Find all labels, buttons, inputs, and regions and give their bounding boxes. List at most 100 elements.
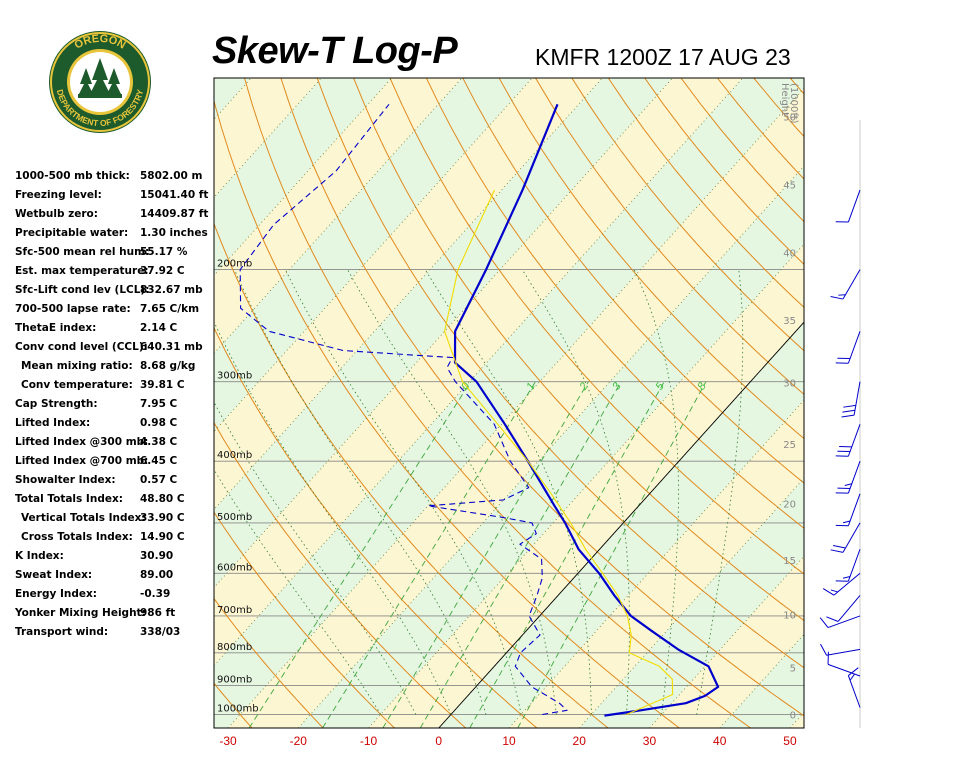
index-value: 37.92 C xyxy=(140,265,185,277)
index-row: Precipitable water: 1.30 inches xyxy=(15,225,210,244)
index-label: Energy Index: xyxy=(15,588,97,600)
isotherm-line xyxy=(0,78,40,728)
index-label: Lifted Index @300 mb: xyxy=(15,436,149,448)
index-label: Freezing level: xyxy=(15,189,102,201)
height-label: 5 xyxy=(790,663,796,674)
index-row: Conv temperature: 39.81 C xyxy=(15,377,210,396)
isotherm-band xyxy=(0,78,181,728)
index-value: 4.38 C xyxy=(140,436,178,448)
index-row: Wetbulb zero: 14409.87 ft xyxy=(15,206,210,225)
index-value: 39.81 C xyxy=(140,379,185,391)
height-label: 50 xyxy=(783,113,796,124)
wind-barb xyxy=(819,615,861,629)
index-label: Conv temperature: xyxy=(21,379,133,391)
isotherm-band xyxy=(0,78,111,728)
index-label: 1000-500 mb thick: xyxy=(15,170,130,182)
index-label: Conv cond level (CCL): xyxy=(15,341,148,353)
temperature-tick-label: -10 xyxy=(360,734,378,748)
isotherm-line xyxy=(214,78,673,589)
isotherm-band xyxy=(719,634,804,728)
index-label: Est. max temperature: xyxy=(15,265,149,277)
dry-adiabat xyxy=(214,511,395,728)
pressure-label: 400mb xyxy=(217,450,252,461)
index-row: Sweat Index: 89.00 xyxy=(15,567,210,586)
index-value: 5802.00 m xyxy=(140,170,203,182)
freezing-isotherm xyxy=(438,321,804,728)
index-label: 700-500 lapse rate: xyxy=(15,303,131,315)
station-time-label: KMFR 1200Z 17 AUG 23 xyxy=(535,44,791,70)
dry-adiabat xyxy=(214,326,538,728)
index-value: 30.90 xyxy=(140,550,174,562)
isotherm-line xyxy=(214,78,533,433)
index-label: Lifted Index @700 mb: xyxy=(15,455,149,467)
height-label: 30 xyxy=(783,379,796,390)
dry-adiabat xyxy=(316,78,804,669)
index-value: 55.17 % xyxy=(140,246,188,258)
dry-adiabat xyxy=(462,78,804,484)
wind-barb xyxy=(820,643,861,656)
index-value: -0.39 xyxy=(140,588,171,600)
index-value: 14.90 C xyxy=(140,531,185,543)
isotherm-band xyxy=(0,78,40,728)
pressure-label: 700mb xyxy=(217,605,252,616)
moist-adiabat xyxy=(214,320,452,715)
mixing-ratio-line xyxy=(248,381,472,728)
wind-barb xyxy=(830,522,861,553)
isotherm-line xyxy=(297,165,804,728)
index-value: 832.67 mb xyxy=(140,284,203,296)
index-row: Energy Index: -0.39 xyxy=(15,586,210,605)
wind-barb xyxy=(841,381,861,418)
index-label: Total Totals Index: xyxy=(15,493,123,505)
dry-adiabat xyxy=(498,78,804,440)
index-row: 1000-500 mb thick: 5802.00 m xyxy=(15,168,210,187)
moist-adiabat xyxy=(285,269,522,715)
dry-adiabat xyxy=(389,78,804,575)
moist-adiabat xyxy=(521,269,630,715)
index-value: 0.57 C xyxy=(140,474,178,486)
dry-adiabat xyxy=(0,78,181,728)
index-row: Freezing level: 15041.40 ft xyxy=(15,187,210,206)
temperature-tick-label: 0 xyxy=(435,734,442,748)
isotherm-line xyxy=(214,78,252,120)
wind-barb xyxy=(835,549,861,582)
index-row: Cross Totals Index: 14.90 C xyxy=(15,529,210,548)
index-label: ThetaE index: xyxy=(15,322,97,334)
dry-adiabat xyxy=(571,78,804,352)
index-value: 0.98 C xyxy=(140,417,178,429)
isotherm-line xyxy=(214,78,392,276)
index-value: 1.30 inches xyxy=(140,227,208,239)
height-label: 25 xyxy=(783,440,796,451)
stability-indices-panel: 1000-500 mb thick: 5802.00 m Freezing leve… xyxy=(15,168,210,643)
pressure-label: 300mb xyxy=(217,371,252,382)
index-label: Sfc-Lift cond lev (LCL): xyxy=(15,284,150,296)
moist-adiabat xyxy=(696,269,744,715)
index-label: K Index: xyxy=(15,550,64,562)
index-value: 640.31 mb xyxy=(140,341,203,353)
index-label: Cap Strength: xyxy=(15,398,98,410)
index-value: 48.80 C xyxy=(140,493,185,505)
index-label: Cross Totals Index: xyxy=(21,531,133,543)
pressure-label: 800mb xyxy=(217,642,252,653)
height-label: 40 xyxy=(783,249,796,260)
index-label: Transport wind: xyxy=(15,626,109,638)
wind-barb xyxy=(822,572,861,596)
height-label: 10 xyxy=(783,611,796,622)
isotherm-line xyxy=(214,78,322,198)
height-axis-title: (1000ft) xyxy=(788,83,799,124)
pressure-label: 900mb xyxy=(217,674,252,685)
dry-adiabat xyxy=(214,222,609,728)
height-label: 0 xyxy=(790,711,796,722)
index-label: Yonker Mixing Height: xyxy=(15,607,146,619)
index-value: 15041.40 ft xyxy=(140,189,209,201)
chart-title: Skew-T Log-P xyxy=(212,30,458,72)
index-label: Wetbulb zero: xyxy=(15,208,98,220)
height-label: 15 xyxy=(783,556,796,567)
isotherm-band xyxy=(509,400,804,728)
pressure-label: 600mb xyxy=(217,562,252,573)
wind-barb xyxy=(835,461,861,494)
mixing-ratio-line xyxy=(419,381,622,728)
index-row: Sfc-Lift cond lev (LCL): 832.67 mb xyxy=(15,282,210,301)
moist-adiabat xyxy=(214,401,417,715)
mixing-ratio-line xyxy=(469,381,665,728)
